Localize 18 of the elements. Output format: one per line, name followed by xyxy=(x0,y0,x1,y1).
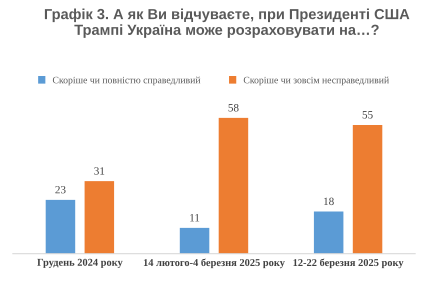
data-label: 31 xyxy=(94,167,104,175)
legend-label: Скоріше чи зовсім несправедливий xyxy=(244,76,389,86)
x-tick-label: 12-22 березня 2025 року xyxy=(293,258,404,268)
x-tick-label: Грудень 2024 року xyxy=(37,258,123,268)
data-label: 55 xyxy=(362,111,373,119)
bar xyxy=(84,181,114,254)
bar xyxy=(218,118,248,254)
bar xyxy=(352,124,382,254)
data-label: 18 xyxy=(324,198,334,206)
data-label: 11 xyxy=(190,214,200,222)
x-tick-label: 14 лютого-4 березня 2025 року xyxy=(144,258,285,268)
legend-label: Скоріше чи повністю справедливий xyxy=(52,76,200,86)
bar xyxy=(314,212,344,254)
data-label: 23 xyxy=(55,186,66,194)
bar xyxy=(46,200,76,254)
data-label: 58 xyxy=(228,104,239,112)
bar xyxy=(180,228,210,254)
chart-title: Графік 3. А як Ви відчуваєте, при Президенті США Трампі Україна може розраховувати на…? xyxy=(44,8,410,38)
